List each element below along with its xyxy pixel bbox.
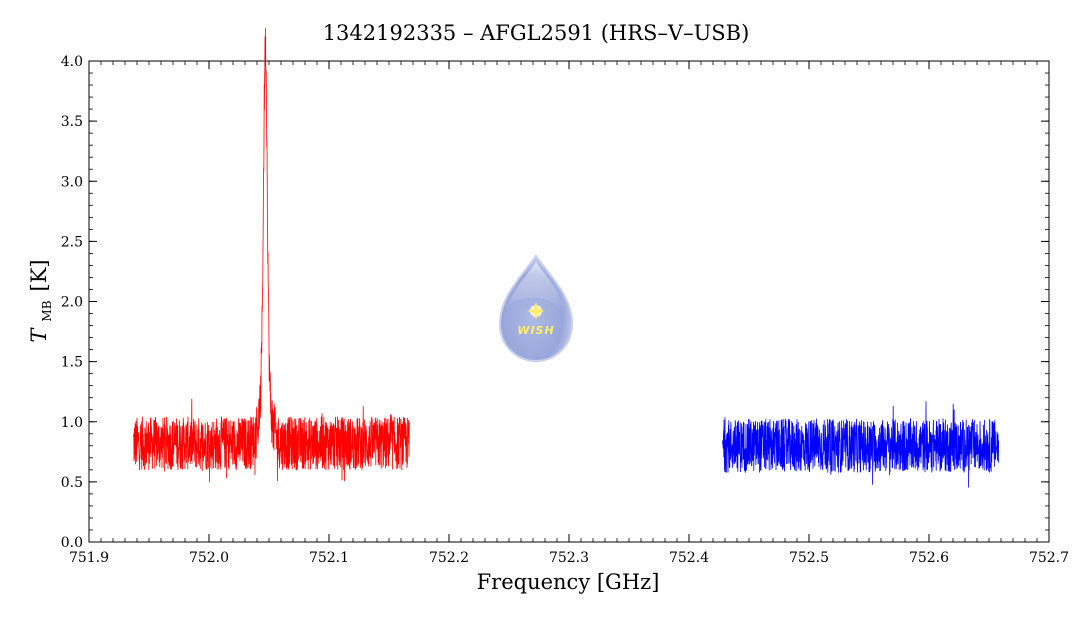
y-axis-title: T MB [K]: [27, 259, 55, 342]
x-tick-label: 751.9: [69, 550, 109, 566]
y-axis-unit: [K]: [27, 259, 51, 291]
y-tick-label: 3.0: [61, 174, 83, 190]
chart-title: 1342192335 – AFGL2591 (HRS–V–USB): [323, 21, 750, 45]
ticks-layer: 751.9 752.0 752.1 752.2 752.3 752.4 752.5 752.6…: [61, 54, 1069, 566]
y-axis-title-text: T MB [K]: [27, 259, 55, 342]
x-tick-label: 752.5: [789, 550, 829, 566]
y-tick-label: 4.0: [61, 54, 83, 70]
y-tick-label: 0.0: [61, 535, 83, 551]
series-layer: [133, 27, 999, 488]
y-tick-label: 2.0: [61, 295, 83, 311]
x-tick-label: 752.7: [1029, 550, 1069, 566]
wish-logo: WISH: [498, 254, 574, 363]
star-icon: [527, 302, 545, 320]
y-axis-subscript: MB: [40, 300, 54, 321]
y-tick-label: 1.5: [61, 355, 83, 371]
x-axis-title: Frequency [GHz]: [477, 570, 660, 594]
y-tick-label: 2.5: [61, 234, 83, 250]
x-tick-label: 752.0: [189, 550, 229, 566]
logo-text: WISH: [517, 324, 554, 337]
series-line-1: [133, 27, 410, 483]
y-tick-label: 0.5: [61, 475, 83, 491]
x-tick-label: 752.1: [309, 550, 349, 566]
y-tick-label: 1.0: [61, 415, 83, 431]
series-line-2: [722, 401, 999, 488]
x-tick-label: 752.6: [909, 550, 949, 566]
y-axis-symbol: T: [27, 327, 51, 343]
x-tick-label: 752.2: [429, 550, 469, 566]
x-tick-label: 752.4: [669, 550, 709, 566]
drop-highlight: [508, 262, 564, 312]
y-tick-label: 3.5: [61, 114, 83, 130]
x-tick-label: 752.3: [549, 550, 589, 566]
